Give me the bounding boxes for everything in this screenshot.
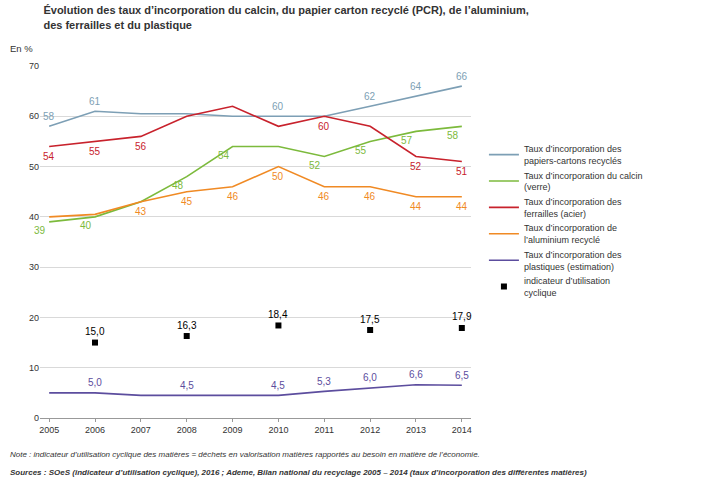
svg-text:2009: 2009 bbox=[223, 425, 243, 435]
svg-text:44: 44 bbox=[456, 201, 468, 212]
svg-text:40: 40 bbox=[80, 220, 92, 231]
svg-text:60: 60 bbox=[272, 101, 284, 112]
svg-text:52: 52 bbox=[309, 160, 321, 171]
svg-text:Taux d’incorporation desferrai: Taux d’incorporation desferrailles (acie… bbox=[524, 197, 622, 219]
svg-text:2012: 2012 bbox=[360, 425, 380, 435]
svg-text:55: 55 bbox=[89, 146, 101, 157]
svg-text:0: 0 bbox=[34, 413, 39, 423]
svg-text:66: 66 bbox=[456, 71, 468, 82]
svg-text:2014: 2014 bbox=[452, 425, 472, 435]
svg-text:Évolution des taux d’incorpora: Évolution des taux d’incorporation du ca… bbox=[43, 4, 528, 30]
svg-text:16,3: 16,3 bbox=[177, 320, 197, 331]
svg-text:2010: 2010 bbox=[268, 425, 288, 435]
svg-text:18,4: 18,4 bbox=[268, 309, 288, 320]
svg-text:55: 55 bbox=[355, 145, 367, 156]
svg-text:20: 20 bbox=[29, 313, 39, 323]
svg-text:5,0: 5,0 bbox=[88, 377, 102, 388]
svg-text:5,3: 5,3 bbox=[317, 376, 331, 387]
svg-text:Note : indicateur d’utilisatio: Note : indicateur d’utilisation cyclique… bbox=[10, 450, 480, 459]
svg-text:2006: 2006 bbox=[85, 425, 105, 435]
svg-text:62: 62 bbox=[364, 91, 376, 102]
svg-text:2011: 2011 bbox=[315, 425, 334, 435]
svg-text:64: 64 bbox=[410, 81, 422, 92]
svg-text:58: 58 bbox=[447, 130, 459, 141]
svg-text:39: 39 bbox=[34, 225, 46, 236]
svg-text:70: 70 bbox=[29, 61, 39, 71]
svg-text:43: 43 bbox=[135, 206, 147, 217]
svg-text:50: 50 bbox=[29, 162, 39, 172]
svg-text:52: 52 bbox=[410, 161, 422, 172]
svg-text:4,5: 4,5 bbox=[271, 380, 285, 391]
svg-text:Taux d’incorporation despapier: Taux d’incorporation despapiers-cartons … bbox=[524, 144, 622, 166]
svg-text:54: 54 bbox=[218, 150, 230, 161]
svg-text:2013: 2013 bbox=[406, 425, 426, 435]
svg-text:6,0: 6,0 bbox=[363, 372, 377, 383]
svg-text:51: 51 bbox=[456, 166, 468, 177]
svg-text:En %: En % bbox=[10, 43, 33, 54]
svg-text:2008: 2008 bbox=[177, 425, 197, 435]
svg-text:48: 48 bbox=[172, 180, 184, 191]
svg-text:17,9: 17,9 bbox=[452, 311, 472, 322]
svg-text:Taux d’incorporation desplasti: Taux d’incorporation desplastiques (esti… bbox=[524, 250, 622, 272]
svg-text:46: 46 bbox=[364, 191, 376, 202]
svg-text:Taux d’incorporation del’alumi: Taux d’incorporation del’aluminium recyc… bbox=[524, 223, 617, 245]
svg-text:61: 61 bbox=[89, 96, 101, 107]
svg-text:45: 45 bbox=[181, 196, 193, 207]
svg-text:40: 40 bbox=[29, 212, 39, 222]
svg-text:56: 56 bbox=[135, 141, 147, 152]
svg-text:2007: 2007 bbox=[131, 425, 151, 435]
svg-text:4,5: 4,5 bbox=[180, 380, 194, 391]
svg-text:57: 57 bbox=[401, 135, 413, 146]
svg-text:6,6: 6,6 bbox=[409, 369, 423, 380]
svg-text:60: 60 bbox=[318, 121, 330, 132]
svg-text:17,5: 17,5 bbox=[360, 314, 380, 325]
svg-text:Sources : SOeS (indicateur d’u: Sources : SOeS (indicateur d’utilisation… bbox=[10, 468, 587, 477]
svg-text:Taux d’incorporation du calcin: Taux d’incorporation du calcin(verre) bbox=[524, 171, 643, 193]
svg-text:15,0: 15,0 bbox=[85, 326, 105, 337]
svg-text:50: 50 bbox=[272, 171, 284, 182]
svg-text:46: 46 bbox=[318, 191, 330, 202]
svg-text:46: 46 bbox=[227, 191, 239, 202]
svg-text:44: 44 bbox=[410, 201, 422, 212]
svg-text:6,5: 6,5 bbox=[455, 370, 469, 381]
svg-text:60: 60 bbox=[29, 111, 39, 121]
svg-text:10: 10 bbox=[29, 363, 39, 373]
svg-text:54: 54 bbox=[43, 151, 55, 162]
svg-text:2005: 2005 bbox=[39, 425, 59, 435]
svg-text:58: 58 bbox=[43, 111, 55, 122]
svg-text:30: 30 bbox=[29, 262, 39, 272]
svg-text:indicateur d’utilisationcycliq: indicateur d’utilisationcyclique bbox=[524, 276, 610, 298]
